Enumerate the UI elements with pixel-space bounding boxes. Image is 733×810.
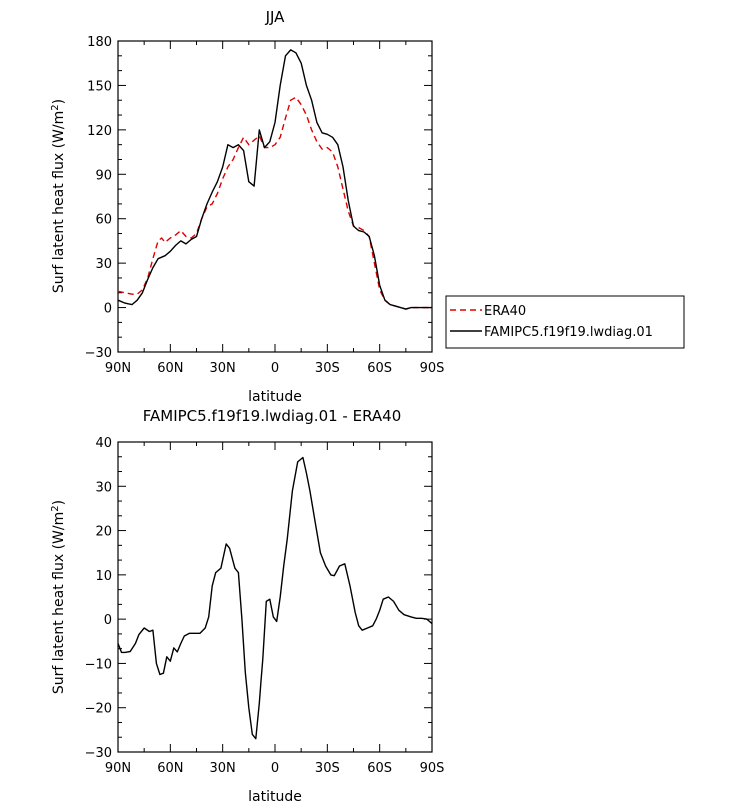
bottom-chart-ytick-label: −10 <box>85 657 112 672</box>
bottom-chart-ylabel: Surf latent heat flux (W/m2) <box>50 500 67 694</box>
bottom-chart-ytick-label: 30 <box>95 480 112 495</box>
top-chart-xtick-label: 30N <box>210 361 236 376</box>
legend-label-era40: ERA40 <box>484 304 526 319</box>
top-chart-plot-area: 90N 60N 30N 0 30S 60S 90S −30 0 30 60 90 120 150 180 <box>85 35 445 376</box>
top-chart-ytick-label: 120 <box>87 124 112 139</box>
legend: ERA40 FAMIPC5.f19f19.lwdiag.01 <box>445 295 685 349</box>
top-chart-ytick-label: 90 <box>95 168 112 183</box>
legend-box <box>445 295 685 349</box>
bottom-chart-plot-area: 90N 60N 30N 0 30S 60S 90S −30 −20 −10 0 10 20 30 40 <box>85 436 445 776</box>
top-chart-title: JJA <box>265 8 286 26</box>
bottom-chart-ytick-label: −20 <box>85 702 112 717</box>
top-chart-ytick-label: 150 <box>87 79 112 94</box>
bottom-chart-ytick-label: 40 <box>95 436 112 451</box>
top-chart-ylabel: Surf latent heat flux (W/m2) <box>50 99 67 293</box>
bottom-chart-ytick-label: −30 <box>85 746 112 761</box>
top-chart-ytick-label: 60 <box>95 213 112 228</box>
top-chart-xtick-label: 0 <box>271 361 279 376</box>
bottom-chart-xtick-label: 90S <box>420 761 445 776</box>
top-chart-xtick-label: 60S <box>367 361 392 376</box>
bottom-chart-ytick-label: 10 <box>95 569 112 584</box>
bottom-chart-ytick-label: 20 <box>95 525 112 540</box>
bottom-chart: FAMIPC5.f19f19.lwdiag.01 - ERA40 Surf la… <box>50 407 444 805</box>
legend-label-famipc5: FAMIPC5.f19f19.lwdiag.01 <box>484 325 653 340</box>
top-chart-ytick-label: 0 <box>104 302 112 317</box>
bottom-chart-xtick-label: 60S <box>367 761 392 776</box>
bottom-chart-xtick-label: 30S <box>315 761 340 776</box>
bottom-chart-xtick-label: 0 <box>271 761 279 776</box>
bottom-chart-title: FAMIPC5.f19f19.lwdiag.01 - ERA40 <box>143 407 402 425</box>
bottom-chart-ytick-label: 0 <box>104 613 112 628</box>
bottom-chart-xtick-label: 90N <box>105 761 131 776</box>
top-chart-series-famipc5-f19f19-lwdiag-01-line <box>118 49 432 310</box>
bottom-chart-series-difference-line <box>118 456 432 740</box>
top-chart-xlabel: latitude <box>248 389 302 405</box>
top-chart-ytick-label: 180 <box>87 35 112 50</box>
bottom-chart-xtick-label: 60N <box>157 761 183 776</box>
top-chart-xtick-label: 90N <box>105 361 131 376</box>
top-chart-xtick-label: 30S <box>315 361 340 376</box>
bottom-chart-xtick-label: 30N <box>210 761 236 776</box>
top-chart-frame <box>117 40 433 353</box>
top-chart-xtick-label: 60N <box>157 361 183 376</box>
top-chart-xtick-label: 90S <box>420 361 445 376</box>
bottom-chart-frame <box>117 441 433 753</box>
top-chart-series-era40-line <box>118 96 432 310</box>
top-chart: JJA Surf latent heat flux (W/m2) 90N 60N 3… <box>50 8 444 405</box>
bottom-chart-xlabel: latitude <box>248 789 302 805</box>
top-chart-ytick-label: 30 <box>95 257 112 272</box>
top-chart-ytick-label: −30 <box>85 346 112 361</box>
